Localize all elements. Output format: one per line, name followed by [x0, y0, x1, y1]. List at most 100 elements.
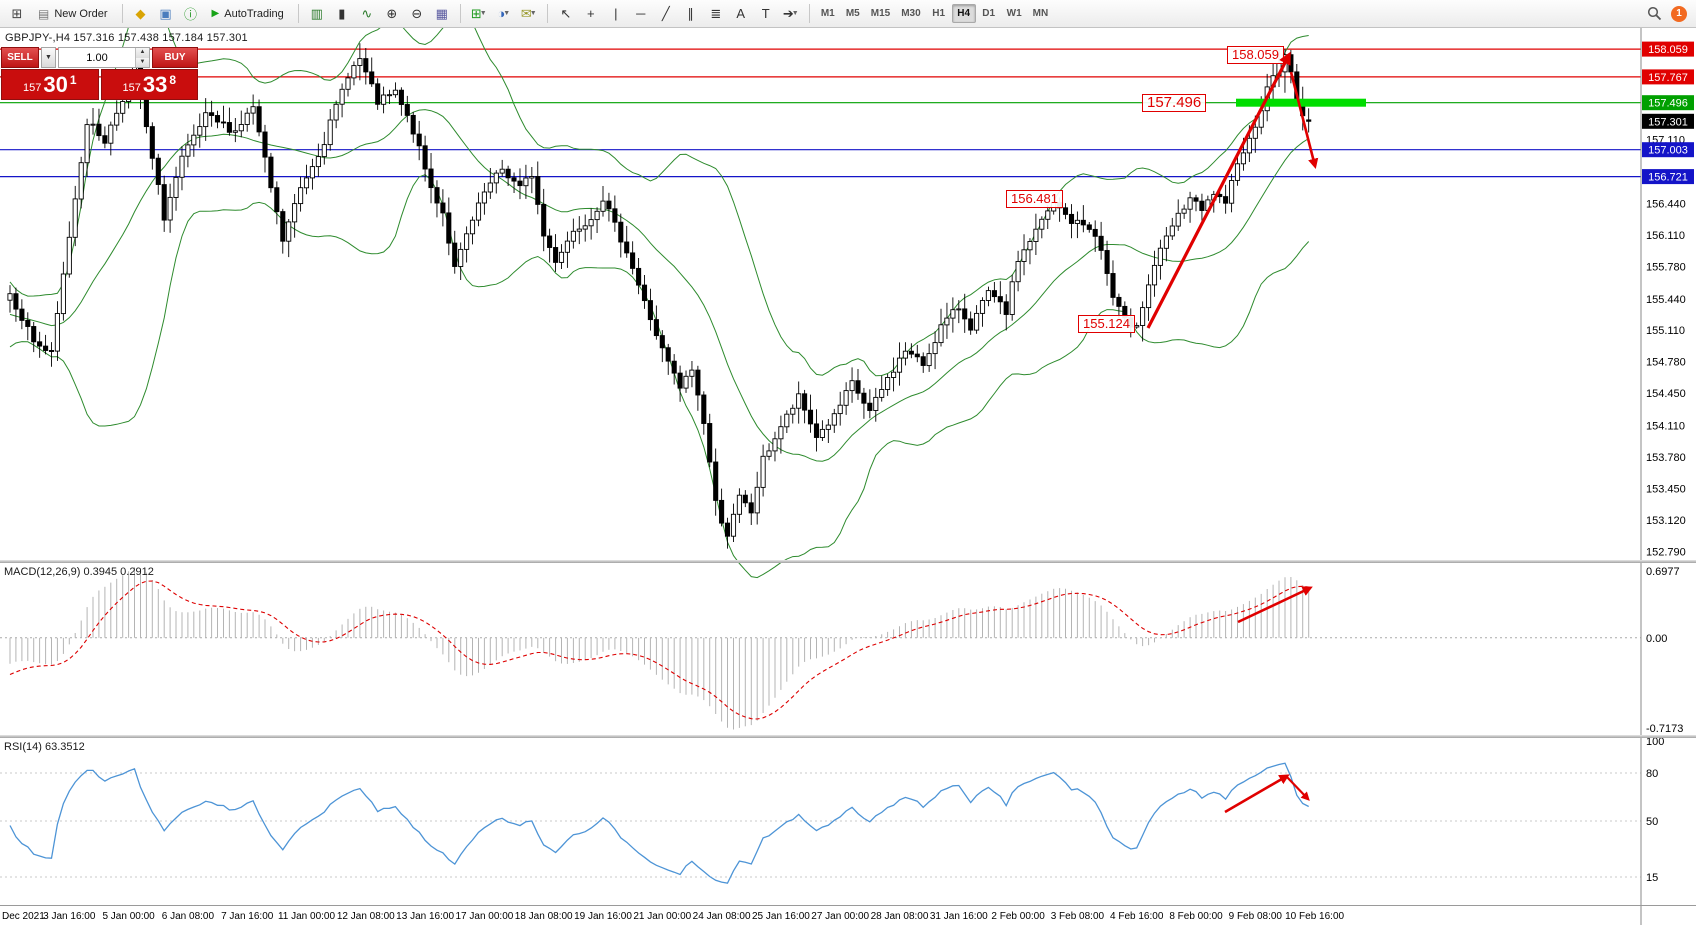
svg-text:19 Jan 16:00: 19 Jan 16:00 — [574, 911, 632, 922]
new-order-button[interactable]: ▤ New Order — [30, 3, 116, 25]
price-annotation-label[interactable]: 156.481 — [1006, 190, 1063, 208]
rsi-indicator-label: RSI(14) 63.3512 — [4, 741, 85, 753]
macd-histogram — [0, 567, 1641, 730]
svg-text:2 Feb 00:00: 2 Feb 00:00 — [991, 911, 1045, 922]
chevron-down-icon: ▼ — [479, 10, 487, 17]
timeframe-m5-button[interactable]: M5 — [841, 4, 865, 23]
new-chart-icon[interactable]: ⊞ — [11, 5, 23, 21]
buy-price-main: 33 — [142, 71, 168, 97]
svg-text:155.440: 155.440 — [1646, 294, 1686, 306]
svg-text:Dec 2021: Dec 2021 — [2, 911, 45, 922]
horizontal-lines[interactable] — [0, 48, 1641, 178]
svg-text:31 Jan 16:00: 31 Jan 16:00 — [930, 911, 988, 922]
price-annotation-label[interactable]: 158.059 — [1227, 46, 1284, 64]
zoom-out-icon[interactable]: ⊖ — [411, 5, 423, 21]
svg-text:18 Jan 08:00: 18 Jan 08:00 — [515, 911, 573, 922]
community-info-icon[interactable]: ⓘ — [184, 7, 198, 22]
timeframe-w1-button[interactable]: W1 — [1002, 4, 1027, 23]
chevron-down-icon: ▼ — [529, 10, 537, 17]
sell-price-display[interactable]: 157 30 1 — [1, 69, 99, 100]
buy-price-display[interactable]: 157 33 8 — [100, 69, 198, 100]
candlestick-chart-icon[interactable]: ▮ — [338, 5, 346, 21]
toolbar-group-chart-types-zoom: ▥ ▮ ∿ ⊕ ⊖ ▦ — [305, 2, 454, 26]
buy-price-prefix: 157 — [122, 81, 141, 94]
lot-increase-button[interactable]: ▲ — [136, 48, 149, 58]
template-icon[interactable]: ✉ ▼ — [520, 5, 537, 21]
line-chart-icon[interactable]: ∿ — [361, 5, 373, 21]
svg-text:3 Jan 16:00: 3 Jan 16:00 — [43, 911, 96, 922]
bar-chart-icon[interactable]: ▥ — [310, 5, 323, 21]
cursor-icon[interactable]: ↖ — [560, 5, 572, 21]
sell-button[interactable]: SELL — [1, 47, 39, 68]
support-highlight-bar[interactable] — [1236, 98, 1366, 107]
timeframe-d1-button[interactable]: D1 — [977, 4, 1001, 23]
svg-text:153.120: 153.120 — [1646, 515, 1686, 527]
crosshair-icon[interactable]: + — [586, 6, 595, 21]
autotrading-button[interactable]: ▶ AutoTrading — [204, 3, 292, 25]
lot-size-input[interactable] — [59, 48, 135, 67]
period-icon[interactable]: ◑ ▼ — [497, 6, 511, 21]
price-annotation-label[interactable]: 157.496 — [1142, 94, 1207, 112]
price-axis[interactable]: 157.110156.440156.110155.780155.440155.1… — [0, 28, 1696, 925]
arrows-icon[interactable]: ➔ ▼ — [782, 5, 799, 21]
panel-separator[interactable] — [0, 735, 1696, 738]
svg-text:80: 80 — [1646, 768, 1658, 780]
lot-decrease-button[interactable]: ▼ — [136, 57, 149, 67]
trade-options-dropdown[interactable]: ▼ — [41, 47, 56, 68]
svg-text:21 Jan 00:00: 21 Jan 00:00 — [633, 911, 691, 922]
sell-price-prefix: 157 — [22, 81, 42, 94]
macd-signal-line — [9, 580, 1309, 720]
svg-text:17 Jan 00:00: 17 Jan 00:00 — [455, 911, 513, 922]
svg-text:10 Feb 16:00: 10 Feb 16:00 — [1285, 911, 1344, 922]
svg-text:153.450: 153.450 — [1646, 484, 1686, 496]
svg-text:13 Jan 16:00: 13 Jan 16:00 — [396, 911, 454, 922]
timeframe-h4-button[interactable]: H4 — [951, 4, 976, 23]
svg-text:3 Feb 08:00: 3 Feb 08:00 — [1051, 911, 1105, 922]
timeframe-m30-button[interactable]: M30 — [896, 4, 925, 23]
horizontal-line-icon[interactable]: ─ — [636, 6, 646, 21]
macd-axis: 0.6977 0.00 -0.7173 — [1646, 566, 1683, 735]
svg-text:6 Jan 08:00: 6 Jan 08:00 — [162, 911, 215, 922]
fibonacci-icon[interactable]: ≣ — [710, 5, 722, 21]
channel-icon[interactable]: ∥ — [687, 5, 695, 21]
text-icon[interactable]: A — [736, 6, 746, 21]
buy-button[interactable]: BUY — [152, 47, 198, 68]
add-indicator-icon[interactable]: ⊞ ▼ — [470, 5, 487, 21]
label-icon[interactable]: T — [761, 6, 770, 21]
svg-text:156.721: 156.721 — [1648, 172, 1688, 184]
svg-text:27 Jan 00:00: 27 Jan 00:00 — [811, 911, 869, 922]
search-icon[interactable] — [1642, 2, 1666, 26]
timeframe-m15-button[interactable]: M15 — [866, 4, 895, 23]
price-annotation-label[interactable]: 155.124 — [1078, 315, 1135, 333]
svg-text:0.6977: 0.6977 — [1646, 566, 1680, 578]
timeframe-mn-button[interactable]: MN — [1028, 4, 1054, 23]
timeframe-h1-button[interactable]: H1 — [927, 4, 951, 23]
svg-text:50: 50 — [1646, 816, 1658, 828]
vertical-line-icon[interactable]: | — [614, 6, 618, 21]
trendline-icon[interactable]: ╱ — [661, 5, 670, 21]
new-order-icon: ▤ — [38, 6, 50, 21]
chart-ohlc-header: GBPJPY-,H4 157.316 157.438 157.184 157.3… — [5, 32, 248, 44]
print-icon[interactable]: ▣ — [159, 5, 172, 21]
svg-text:152.790: 152.790 — [1646, 546, 1686, 558]
svg-text:157.003: 157.003 — [1648, 145, 1688, 157]
tile-windows-icon[interactable]: ▦ — [435, 5, 448, 21]
new-order-label: New Order — [54, 7, 108, 20]
svg-text:9 Feb 08:00: 9 Feb 08:00 — [1229, 911, 1283, 922]
svg-text:4 Feb 16:00: 4 Feb 16:00 — [1110, 911, 1164, 922]
rsi-levels — [0, 772, 1641, 878]
timeframe-m1-button[interactable]: M1 — [816, 4, 840, 23]
metaeditor-icon[interactable]: ◆ — [135, 5, 146, 21]
notification-badge[interactable]: 1 — [1671, 5, 1687, 22]
zoom-in-icon[interactable]: ⊕ — [386, 5, 398, 21]
svg-text:12 Jan 08:00: 12 Jan 08:00 — [337, 911, 395, 922]
chevron-down-icon: ▼ — [503, 10, 511, 17]
toolbar-separator — [297, 4, 299, 23]
one-click-trading-panel: SELL ▼ ▲ ▼ BUY 157 30 1 157 33 8 — [1, 47, 198, 100]
panel-separator[interactable] — [0, 560, 1696, 563]
svg-text:24 Jan 08:00: 24 Jan 08:00 — [693, 911, 751, 922]
svg-text:157.767: 157.767 — [1648, 72, 1688, 84]
